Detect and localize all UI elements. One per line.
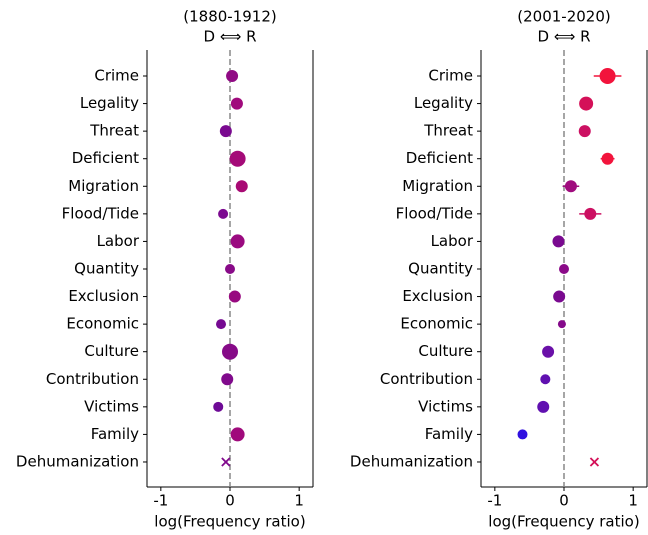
panel-title: (2001-2020) <box>517 8 610 26</box>
y-tick-label: Culture <box>84 342 139 360</box>
point <box>537 400 550 413</box>
y-tick-label: Migration <box>402 177 473 195</box>
y-tick-label: Quantity <box>74 259 139 277</box>
y-tick-label: Culture <box>418 342 473 360</box>
point <box>225 263 235 274</box>
y-tick-label: Deficient <box>406 149 473 167</box>
point <box>226 70 239 82</box>
y-tick-label: Legality <box>414 94 473 112</box>
y-tick-label: Family <box>91 425 139 443</box>
point <box>230 234 245 249</box>
y-tick-label: Threat <box>423 122 473 140</box>
x-tick-label: 1 <box>628 492 638 510</box>
y-tick-label: Economic <box>66 315 139 333</box>
point <box>216 319 227 330</box>
y-tick-label: Labor <box>97 232 140 250</box>
point <box>584 207 597 220</box>
point <box>540 374 551 385</box>
y-tick-label: Exclusion <box>68 287 139 305</box>
y-tick-label: Exclusion <box>402 287 473 305</box>
point <box>579 96 594 111</box>
y-tick-label: Labor <box>431 232 474 250</box>
y-tick-label: Contribution <box>46 370 139 388</box>
point <box>235 180 248 193</box>
point <box>229 150 246 167</box>
x-axis-label: log(Frequency ratio) <box>488 513 639 531</box>
point <box>230 427 245 442</box>
y-tick-label: Crime <box>94 67 139 85</box>
point <box>599 68 616 84</box>
point <box>557 320 566 329</box>
x-tick-label: 0 <box>559 492 569 510</box>
y-tick-label: Contribution <box>380 370 473 388</box>
x-tick-label: 1 <box>294 492 304 510</box>
y-tick-label: Dehumanization <box>350 452 473 470</box>
y-tick-label: Quantity <box>408 259 473 277</box>
x-tick-label: -1 <box>487 492 502 510</box>
y-tick-label: Legality <box>80 94 139 112</box>
point <box>228 290 241 303</box>
point <box>553 290 566 303</box>
point <box>221 373 234 386</box>
x-tick-label: -1 <box>153 492 168 510</box>
x-axis-label: log(Frequency ratio) <box>154 513 305 531</box>
point <box>218 208 229 219</box>
point <box>221 457 231 467</box>
point <box>564 180 577 193</box>
point <box>517 429 528 440</box>
point <box>552 235 565 248</box>
point <box>559 263 569 274</box>
point <box>222 343 238 360</box>
y-tick-label: Dehumanization <box>16 452 139 470</box>
y-tick-label: Family <box>425 425 473 443</box>
point <box>578 125 591 138</box>
point <box>589 457 600 467</box>
y-tick-label: Deficient <box>72 149 139 167</box>
y-tick-label: Threat <box>89 122 139 140</box>
y-tick-label: Flood/Tide <box>62 204 139 222</box>
y-tick-label: Victims <box>418 397 473 415</box>
point <box>542 345 555 358</box>
point <box>219 125 232 138</box>
y-tick-label: Migration <box>68 177 139 195</box>
x-tick-label: 0 <box>225 492 235 510</box>
y-tick-label: Crime <box>428 67 473 85</box>
y-tick-label: Victims <box>84 397 139 415</box>
point <box>601 152 614 165</box>
y-tick-label: Flood/Tide <box>396 204 473 222</box>
point <box>230 97 243 110</box>
panel-subtitle: D ⟺ R <box>203 28 256 46</box>
panel-subtitle: D ⟺ R <box>537 28 590 46</box>
panel-title: (1880-1912) <box>183 8 276 26</box>
point <box>213 401 224 412</box>
y-tick-label: Economic <box>400 315 473 333</box>
